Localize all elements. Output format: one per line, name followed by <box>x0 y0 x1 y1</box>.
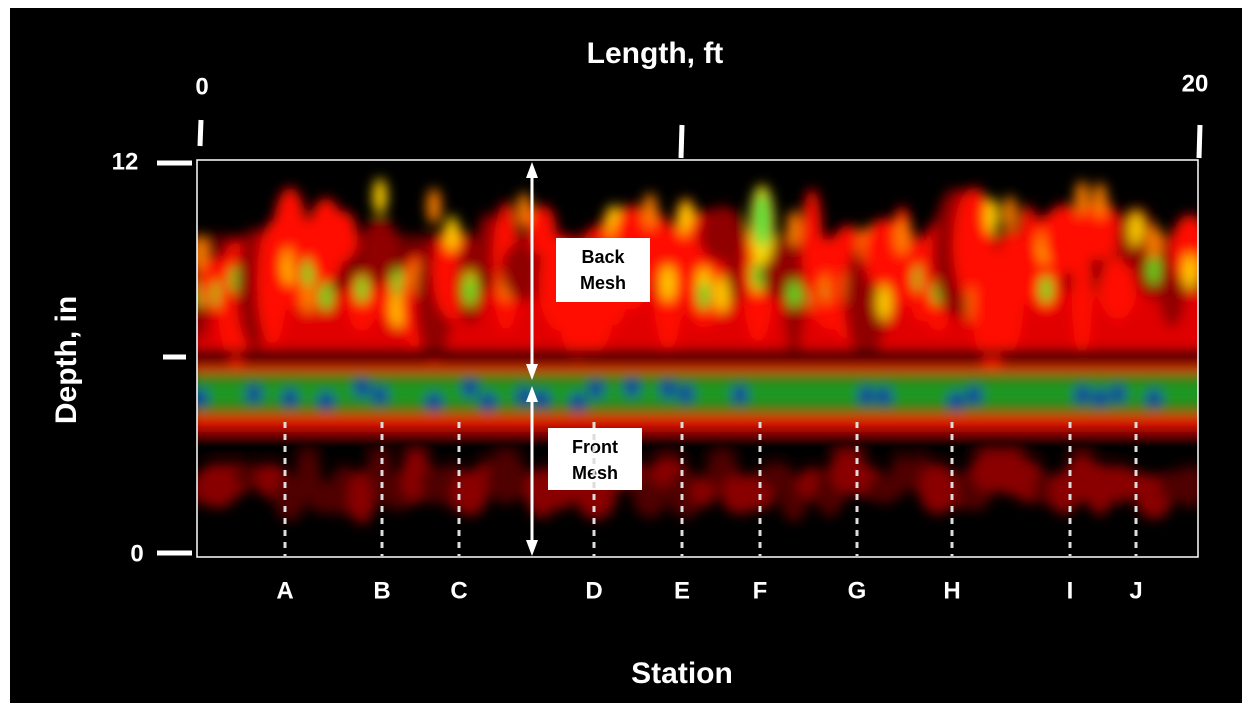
texture <box>732 386 748 403</box>
texture <box>1093 182 1107 219</box>
texture <box>318 392 334 409</box>
mesh-arrows <box>526 162 538 556</box>
texture <box>1078 201 1122 261</box>
texture <box>660 381 676 398</box>
top-ticks <box>157 119 1203 556</box>
texture <box>1173 465 1198 508</box>
depth-axis-label: Depth, in <box>50 296 83 424</box>
texture <box>876 388 892 405</box>
texture <box>373 178 387 215</box>
texture <box>1074 386 1090 403</box>
annotation: Mesh <box>580 273 626 293</box>
texture <box>1003 195 1017 232</box>
station-label: H <box>943 577 960 604</box>
texture <box>462 380 478 397</box>
texture <box>661 265 675 302</box>
depth-tick-label: 0 <box>130 540 143 567</box>
station-label: G <box>848 577 867 604</box>
length-tick-label: 20 <box>1182 70 1209 97</box>
texture <box>948 392 964 409</box>
texture <box>501 240 547 301</box>
texture <box>1129 212 1143 249</box>
station-label: A <box>276 577 293 604</box>
texture <box>715 276 729 313</box>
station-label: E <box>674 577 690 604</box>
texture <box>372 386 388 403</box>
texture <box>1071 234 1093 358</box>
texture <box>197 389 208 406</box>
station-label: C <box>450 577 467 604</box>
texture <box>1092 389 1108 406</box>
texture <box>356 275 368 304</box>
texture <box>1183 253 1197 290</box>
station-label: I <box>1067 577 1074 604</box>
depth-tick-label: 12 <box>112 148 139 175</box>
texture <box>624 380 640 397</box>
texture <box>1099 256 1137 320</box>
texture <box>1040 275 1052 304</box>
texture <box>427 188 441 225</box>
annotation-box <box>556 238 650 302</box>
annotation: Back <box>581 247 625 267</box>
texture <box>426 393 442 410</box>
texture <box>301 277 315 314</box>
station-label: B <box>373 577 390 604</box>
texture <box>445 215 459 252</box>
texture <box>1148 256 1160 285</box>
texture <box>360 217 400 286</box>
texture <box>1075 180 1089 217</box>
texture <box>517 192 531 229</box>
texture <box>464 276 476 305</box>
texture <box>787 210 801 247</box>
texture <box>534 390 550 407</box>
texture <box>1110 385 1126 402</box>
texture <box>246 385 262 402</box>
texture <box>966 387 982 404</box>
texture <box>330 211 358 262</box>
texture <box>858 387 874 404</box>
texture <box>354 380 370 397</box>
length-tick-label: 0 <box>195 73 208 100</box>
texture <box>754 192 770 248</box>
texture <box>282 389 298 406</box>
texture <box>197 383 1198 403</box>
plot-frame <box>196 159 1199 558</box>
title: Length, ft <box>587 37 724 70</box>
texture <box>877 284 891 321</box>
texture <box>643 193 657 230</box>
texture <box>320 282 332 311</box>
x-axis-label: Station <box>631 657 733 690</box>
texture <box>1147 224 1161 261</box>
texture <box>788 279 800 308</box>
texture <box>570 393 586 410</box>
scan-image <box>197 160 1198 557</box>
station-label: F <box>753 577 768 604</box>
texture <box>985 198 999 235</box>
texture <box>588 381 604 398</box>
texture <box>1146 390 1162 407</box>
texture <box>197 350 1198 358</box>
texture <box>197 235 207 272</box>
station-label: J <box>1129 577 1142 604</box>
texture <box>895 218 909 255</box>
texture <box>678 385 694 402</box>
texture <box>480 393 496 410</box>
station-label: D <box>585 577 602 604</box>
texture <box>197 435 1198 451</box>
texture <box>698 281 710 310</box>
